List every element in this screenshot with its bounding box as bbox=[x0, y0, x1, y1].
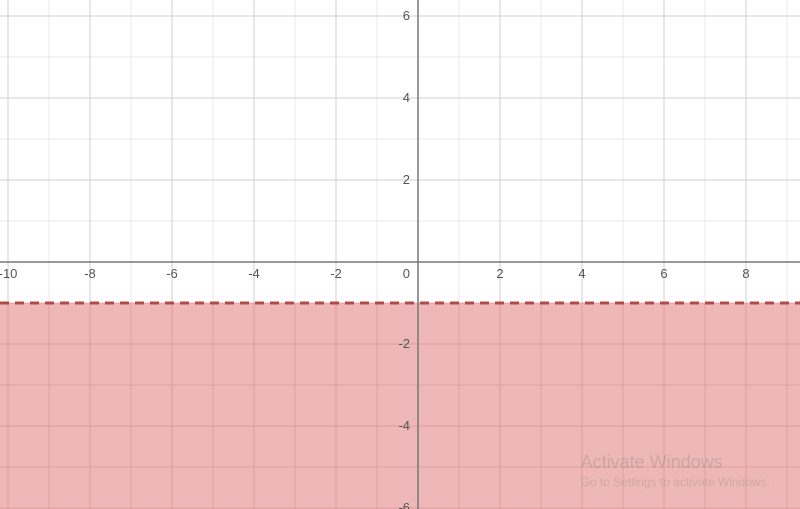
inequality-plot: -10-8-6-4-202468-6-4-2246 Activate Windo… bbox=[0, 0, 800, 509]
y-tick-label: -2 bbox=[398, 336, 410, 351]
y-tick-label: 4 bbox=[403, 90, 410, 105]
x-tick-label: -4 bbox=[248, 266, 260, 281]
x-tick-label: -6 bbox=[166, 266, 178, 281]
x-tick-label: 0 bbox=[403, 266, 410, 281]
x-tick-label: -10 bbox=[0, 266, 17, 281]
y-tick-label: 6 bbox=[403, 8, 410, 23]
plot-svg: -10 -8 -6 -4 -2 0 2 4 6 8 -6 -4 -2 2 4 6 bbox=[0, 0, 800, 509]
y-tick-label: -4 bbox=[398, 418, 410, 433]
x-tick-label: 2 bbox=[496, 266, 503, 281]
x-tick-label: -8 bbox=[84, 266, 96, 281]
x-tick-label: 8 bbox=[742, 266, 749, 281]
x-tick-label: 4 bbox=[578, 266, 585, 281]
x-tick-label: 6 bbox=[660, 266, 667, 281]
x-tick-label: -2 bbox=[330, 266, 342, 281]
y-tick-label: 2 bbox=[403, 172, 410, 187]
y-tick-label: -6 bbox=[398, 500, 410, 509]
